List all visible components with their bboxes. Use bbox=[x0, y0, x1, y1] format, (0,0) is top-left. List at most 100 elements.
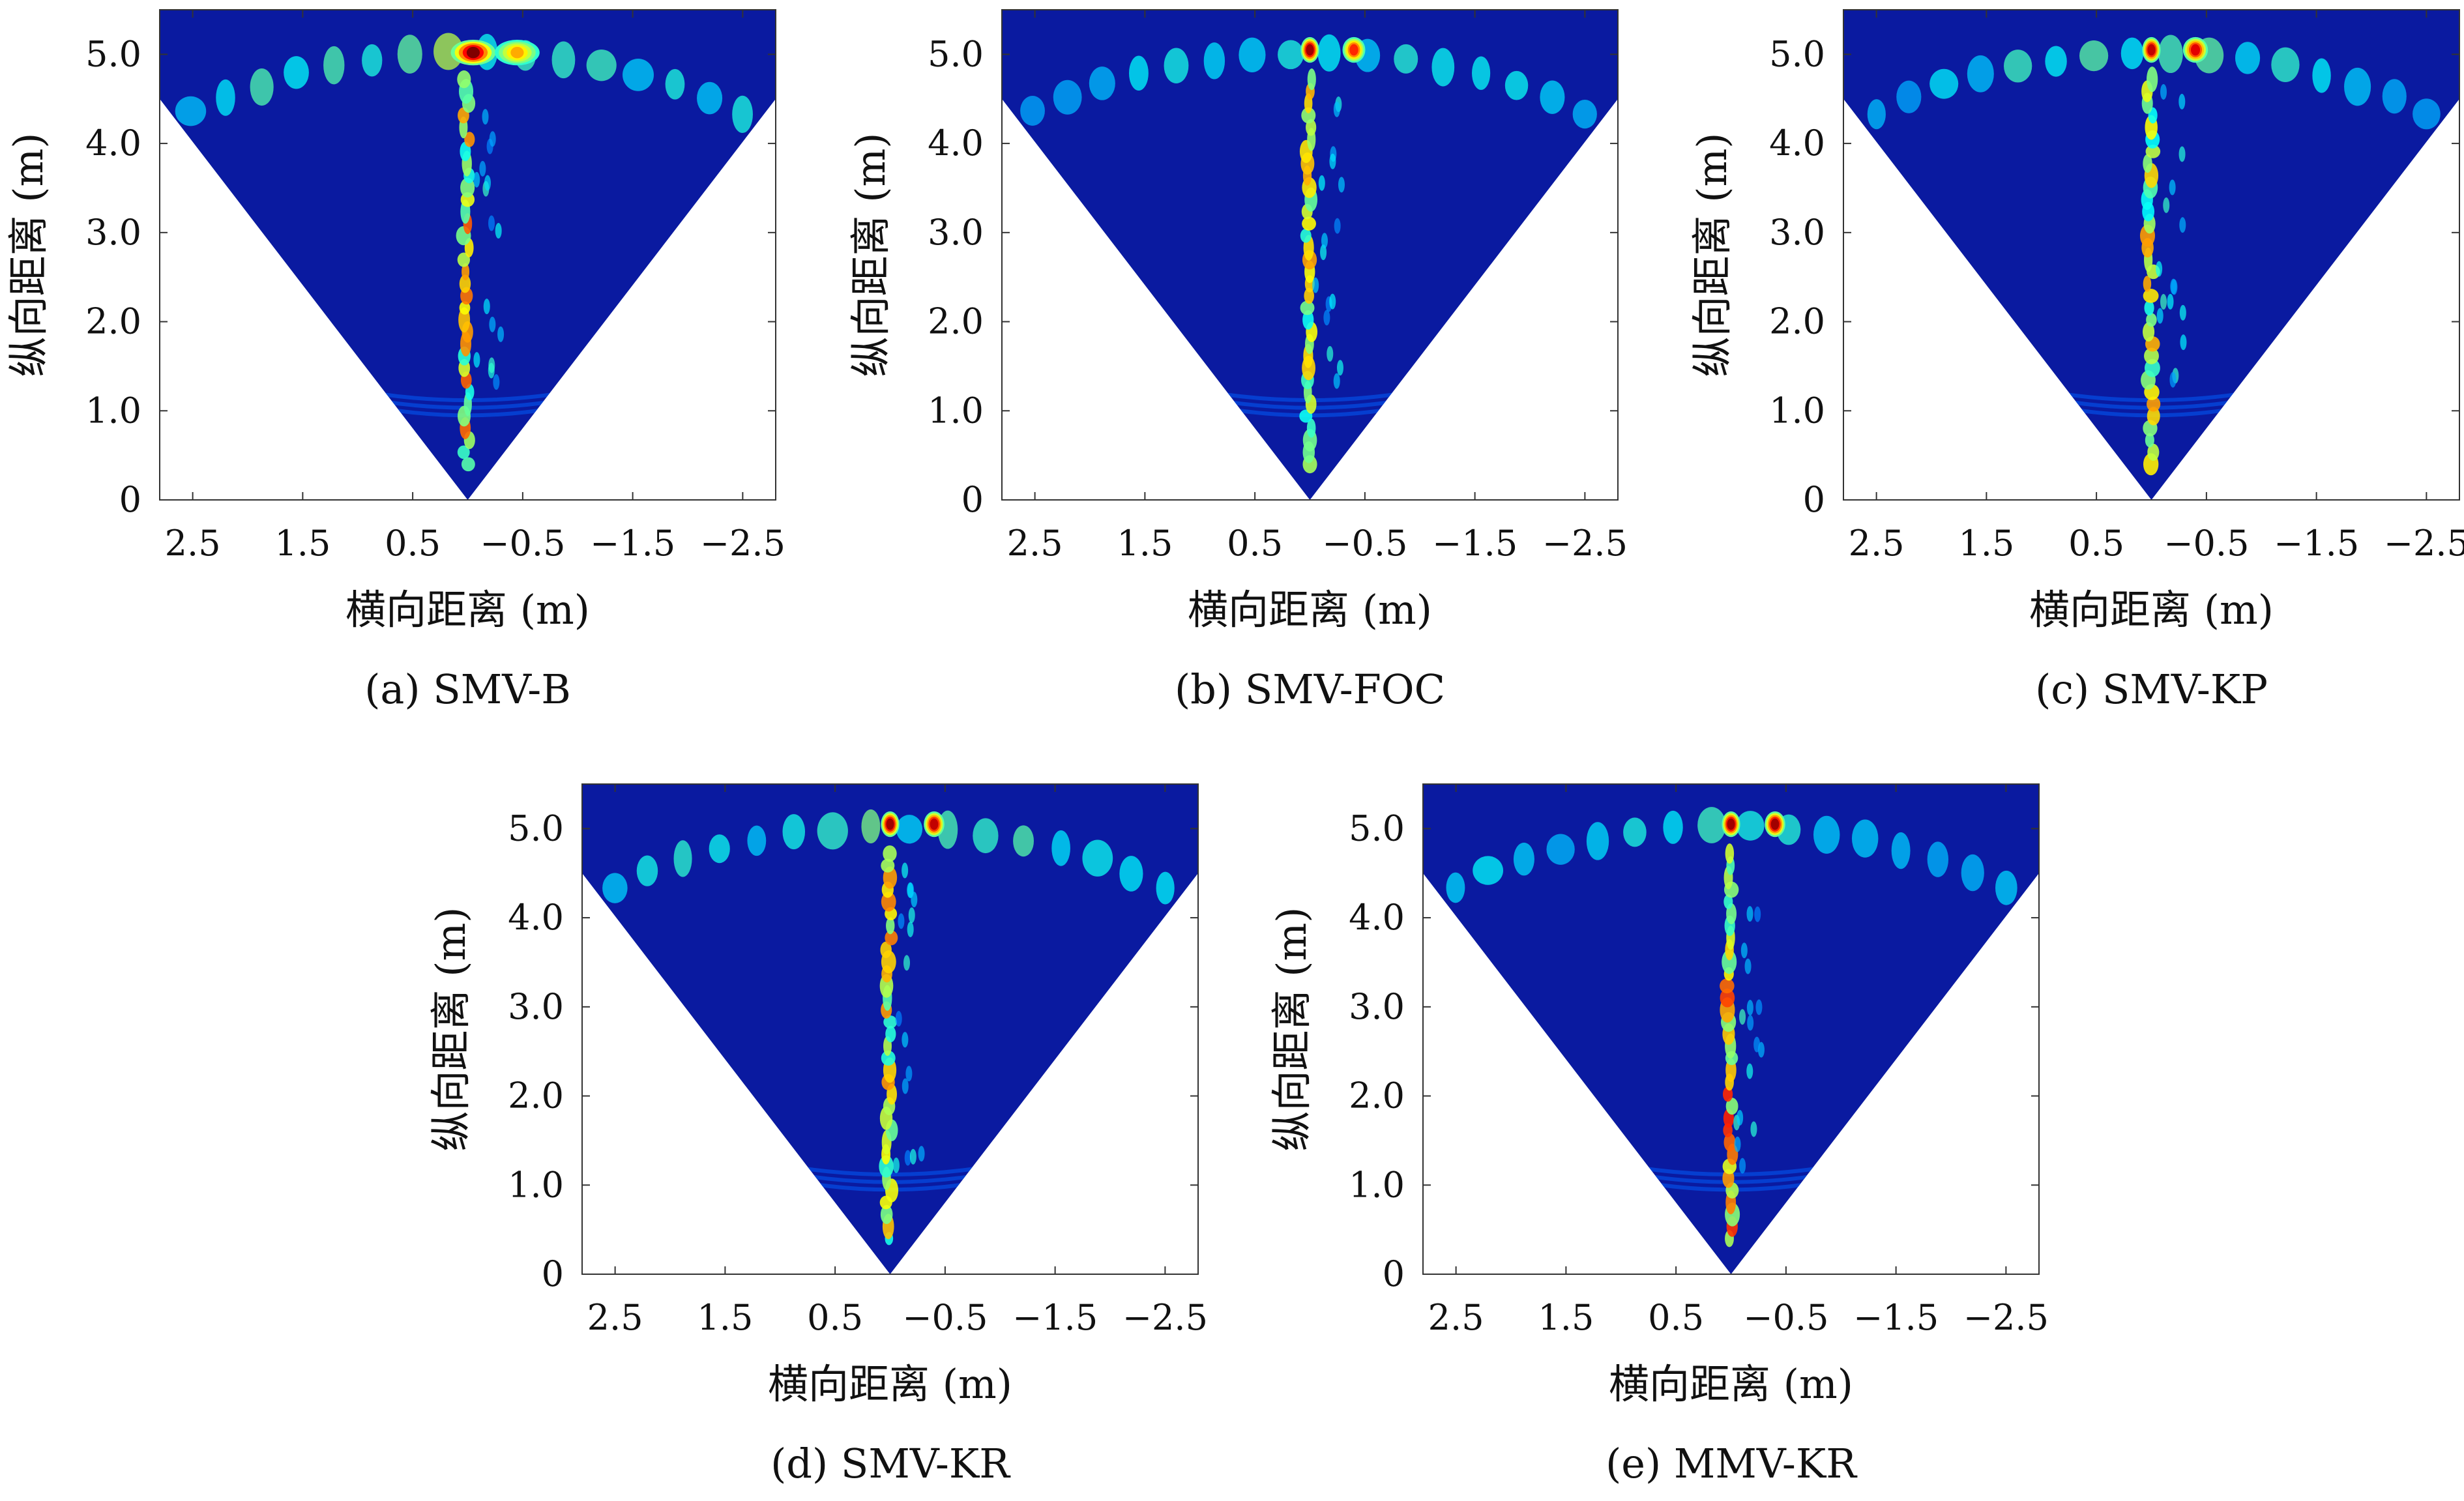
clutter-blob bbox=[2145, 433, 2154, 448]
x-tick-label: 0.5 bbox=[1648, 1297, 1704, 1338]
panel-caption: (c) SMV-KP bbox=[2035, 665, 2268, 713]
sidelobe-blob bbox=[284, 56, 309, 89]
sidelobe-blob bbox=[2045, 46, 2067, 77]
clutter-blob bbox=[1747, 1015, 1754, 1031]
sidelobe-blob bbox=[732, 95, 753, 134]
clutter-blob bbox=[1306, 418, 1316, 438]
plot-frame bbox=[159, 9, 776, 501]
target-spot-2 bbox=[1770, 818, 1780, 830]
y-tick-label: 5.0 bbox=[508, 808, 564, 849]
clutter-blob bbox=[1723, 1133, 1736, 1152]
clutter-blob bbox=[1327, 345, 1334, 362]
sidelobe-blob bbox=[1572, 99, 1597, 129]
sidelobe-blob bbox=[795, 132, 820, 163]
clutter-blob bbox=[911, 892, 918, 908]
clutter-blob bbox=[1301, 107, 1316, 124]
y-tick-label: 2.0 bbox=[928, 301, 984, 342]
clutter-blob bbox=[2156, 308, 2163, 324]
clutter-blob bbox=[1725, 843, 1735, 864]
clutter-blob bbox=[902, 1032, 909, 1048]
clutter-blob bbox=[1739, 1009, 1746, 1025]
x-tick-label: 1.5 bbox=[1117, 523, 1173, 564]
clutter-blob bbox=[2179, 217, 2186, 233]
y-tick-label: 2.0 bbox=[508, 1075, 564, 1116]
heatmap-panel-1: 2.5 1.5 0.5 −0.5 −1.5 −2.5 0 1.0 2.0 3.0 4.0 5.0 横向距… bbox=[5, 9, 820, 713]
sidelobe-blob bbox=[697, 81, 723, 115]
y-tick-label: 0 bbox=[1803, 479, 1825, 520]
sidelobe-blob bbox=[782, 814, 806, 850]
clutter-blob bbox=[489, 131, 496, 147]
sidelobe-blob bbox=[1119, 856, 1143, 892]
sidelobe-blob bbox=[709, 834, 730, 864]
sidelobe-blob bbox=[478, 948, 508, 979]
y-tick-label: 2.0 bbox=[1349, 1075, 1405, 1116]
clutter-blob bbox=[881, 1050, 896, 1066]
clutter-blob bbox=[904, 1150, 911, 1166]
y-tick-label: 0 bbox=[961, 479, 984, 520]
x-tick-label: 0.5 bbox=[1227, 523, 1283, 564]
clutter-blob bbox=[2147, 407, 2160, 426]
x-tick-label: −0.5 bbox=[480, 523, 565, 564]
plot-frame bbox=[1422, 783, 2040, 1275]
y-tick-label: 5.0 bbox=[1769, 33, 1825, 74]
sidelobe-blob bbox=[1218, 903, 1244, 939]
sidelobe-blob bbox=[551, 41, 576, 79]
y-axis-label: 纵向距离 (m) bbox=[5, 133, 52, 377]
clutter-blob bbox=[2178, 93, 2186, 109]
sidelobe-blob bbox=[900, 171, 926, 208]
clutter-blob bbox=[1723, 894, 1733, 909]
clutter-blob bbox=[1753, 1036, 1761, 1053]
targets bbox=[881, 811, 945, 838]
sidelobe-blob bbox=[1736, 811, 1765, 841]
clutter-blob bbox=[2144, 347, 2159, 364]
clutter-blob bbox=[497, 326, 505, 342]
sidelobe-blob bbox=[2312, 58, 2331, 93]
clutter-blob bbox=[1740, 942, 1748, 959]
clutter-blob bbox=[2170, 278, 2177, 295]
x-tick-label: 1.5 bbox=[274, 523, 330, 564]
y-tick-label: 0 bbox=[1383, 1253, 1405, 1294]
sidelobe-blob bbox=[1891, 832, 1911, 869]
clutter-blob bbox=[909, 1148, 917, 1165]
x-axis-label: 横向距离 (m) bbox=[1188, 586, 1432, 634]
heatmap-panel-5: 2.5 1.5 0.5 −0.5 −1.5 −2.5 0 1.0 2.0 3.0 4.0 5.0 横向距… bbox=[1268, 783, 2169, 1487]
heatmap-panel-4: 2.5 1.5 0.5 −0.5 −1.5 −2.5 0 1.0 2.0 3.0 4.0 5.0 横向距… bbox=[427, 783, 1244, 1487]
y-tick-label: 3.0 bbox=[1349, 986, 1405, 1027]
x-tick-label: 1.5 bbox=[1538, 1297, 1594, 1338]
sidelobe-blob bbox=[2087, 924, 2112, 962]
plot-frame bbox=[1843, 9, 2460, 501]
x-axis-label: 横向距离 (m) bbox=[1609, 1360, 1853, 1408]
clutter-blob bbox=[1302, 216, 1316, 231]
y-tick-label: 1.0 bbox=[1349, 1164, 1405, 1205]
x-tick-label: 2.5 bbox=[1428, 1297, 1484, 1338]
clutter-blob bbox=[1720, 988, 1735, 1008]
x-tick-label: 1.5 bbox=[1958, 523, 2014, 564]
clutter-blob bbox=[2147, 66, 2158, 93]
sidelobe-blob bbox=[1663, 810, 1683, 844]
clutter-blob bbox=[2145, 145, 2161, 158]
sidelobe-blob bbox=[57, 174, 81, 203]
clutter-blob bbox=[2147, 443, 2160, 461]
sidelobe-blob bbox=[175, 96, 207, 126]
sidelobe-blob bbox=[216, 79, 235, 116]
sidelobe-blob bbox=[323, 46, 345, 85]
sidelobe-blob bbox=[1813, 815, 1840, 854]
x-tick-label: −2.5 bbox=[1542, 523, 1628, 564]
target-spot-1 bbox=[886, 818, 894, 830]
target-spot-1 bbox=[2147, 44, 2156, 56]
clutter-blob bbox=[2180, 334, 2187, 351]
sidelobe-blob bbox=[1394, 44, 1418, 74]
x-ticks: 2.5 1.5 0.5 −0.5 −1.5 −2.5 bbox=[165, 10, 785, 564]
y-ticks: 0 1.0 2.0 3.0 4.0 5.0 bbox=[508, 808, 1198, 1294]
x-axis-label: 横向距离 (m) bbox=[768, 1360, 1012, 1408]
sidelobe-blob bbox=[973, 818, 999, 854]
sidelobe-blob bbox=[2141, 971, 2169, 1000]
y-tick-label: 4.0 bbox=[85, 123, 141, 164]
clutter-blob bbox=[2167, 293, 2174, 310]
heatmap-panel-2: 2.5 1.5 0.5 −0.5 −1.5 −2.5 0 1.0 2.0 3.0 4.0 5.0 横向距… bbox=[847, 9, 1628, 713]
x-tick-label: −1.5 bbox=[590, 523, 675, 564]
clutter-blob bbox=[482, 109, 489, 125]
clutter-blob bbox=[488, 357, 495, 373]
clutter-blob bbox=[1737, 1109, 1744, 1126]
clutter-blob bbox=[885, 930, 898, 946]
